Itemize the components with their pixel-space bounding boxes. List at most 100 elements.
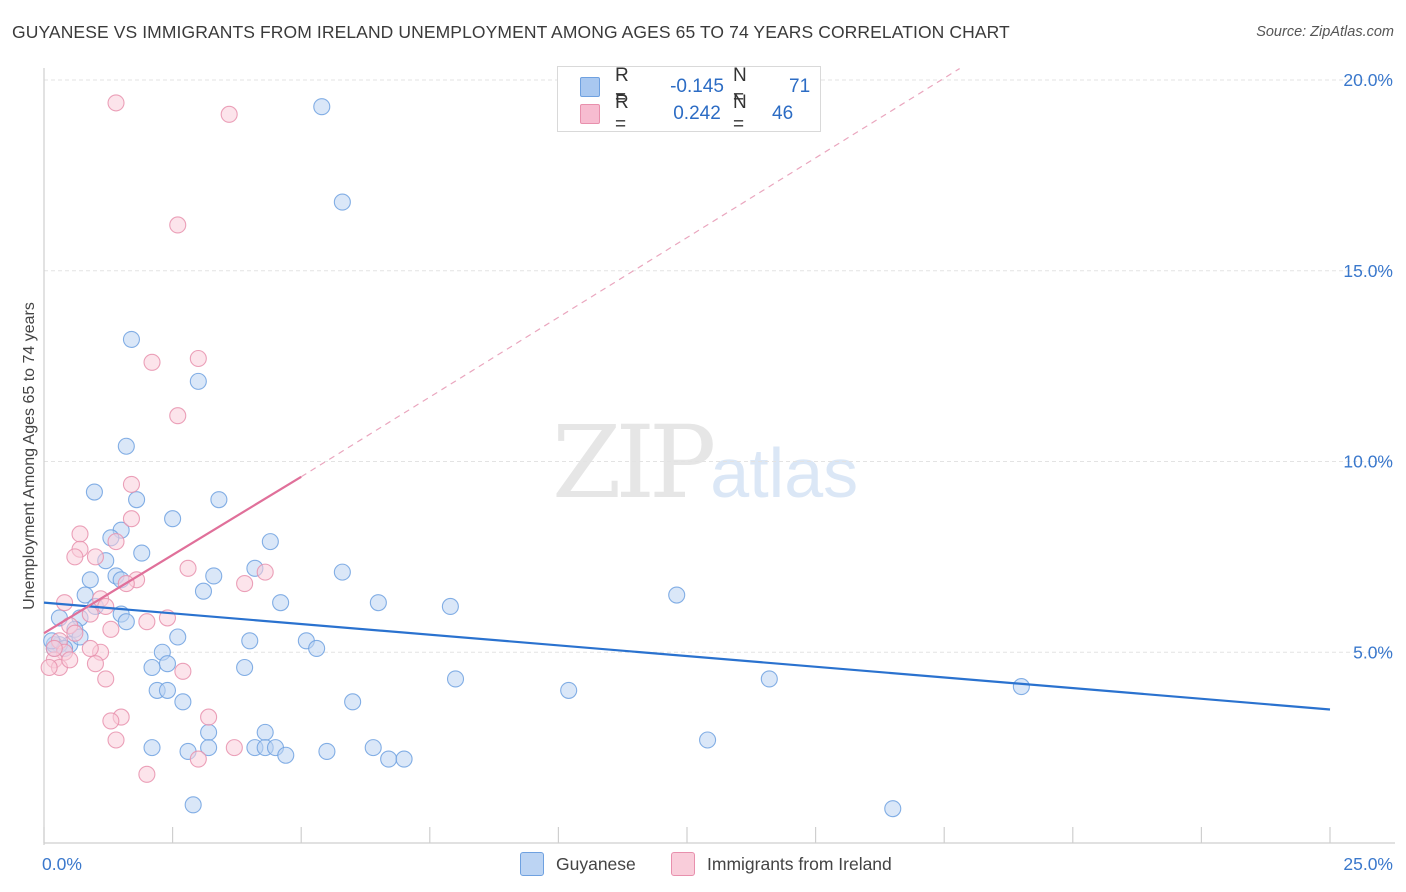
guyanese-point [446, 670, 465, 688]
x-tick-label: 25.0% [1343, 854, 1393, 874]
ireland-trend-line [43, 475, 302, 635]
ireland-point [102, 712, 120, 730]
ireland-point [86, 655, 104, 673]
guyanese-point [85, 483, 103, 501]
bottom-legend-label-ireland: Immigrants from Ireland [707, 853, 892, 874]
guyanese-point [143, 739, 161, 757]
legend-r-label: R = [615, 92, 629, 135]
ireland-point [107, 94, 125, 112]
y-axis-label: Unemployment Among Ages 65 to 74 years [21, 302, 38, 610]
y-tick-label: 15.0% [1343, 261, 1393, 281]
ireland-point [220, 105, 238, 123]
ireland-point [107, 731, 125, 749]
ireland-point [107, 533, 125, 551]
ireland-point [225, 739, 243, 757]
legend-n-label: N = [733, 92, 747, 135]
legend-n-label: N = [733, 65, 747, 108]
guyanese-point [133, 544, 151, 562]
guyanese-point [256, 723, 274, 741]
guyanese-point [364, 739, 382, 757]
guyanese-point [441, 597, 459, 616]
ireland-point [174, 662, 192, 680]
guyanese-point [81, 571, 99, 589]
legend-n-value: 71 [789, 76, 811, 97]
guyanese-point [200, 739, 218, 757]
guyanese-point [884, 800, 902, 818]
ireland-point [56, 594, 74, 612]
x-tick-label: 0.0% [42, 854, 82, 874]
ireland-point [189, 750, 207, 768]
legend-swatch-ireland [580, 104, 600, 124]
bottom-legend-swatch-ireland [671, 852, 695, 876]
ireland-point [81, 639, 99, 657]
guyanese-point [200, 723, 218, 741]
guyanese-point [1012, 678, 1030, 696]
source-label: Source: ZipAtlas.com [1256, 24, 1394, 40]
guyanese-point [261, 533, 279, 551]
guyanese-point [699, 731, 717, 749]
ireland-point [122, 510, 140, 528]
ireland-point [236, 575, 254, 593]
ireland-point [122, 475, 140, 493]
guyanese-point [668, 586, 686, 604]
legend-n-value: 46 [772, 103, 794, 124]
ireland-point [66, 624, 84, 642]
guyanese-point [333, 563, 351, 581]
guyanese-point [333, 193, 351, 211]
guyanese-point [143, 658, 161, 677]
y-tick-label: 10.0% [1343, 452, 1393, 472]
ireland-point [138, 613, 156, 631]
ireland-trend-extension [300, 68, 960, 478]
guyanese-point [128, 491, 146, 509]
ireland-point [179, 559, 197, 577]
ireland-point [189, 349, 207, 368]
guyanese-point [122, 330, 140, 348]
bottom-legend-ireland: Immigrants from Ireland [671, 851, 892, 877]
guyanese-point [277, 746, 295, 764]
ireland-point [45, 639, 63, 657]
ireland-point [102, 620, 120, 638]
guyanese-point [117, 437, 135, 455]
guyanese-point [236, 658, 254, 677]
guyanese-point [210, 491, 228, 509]
chart-title: GUYANESE VS IMMIGRANTS FROM IRELAND UNEM… [12, 22, 1010, 42]
legend-swatch-guyanese [580, 77, 600, 97]
guyanese-point [164, 510, 182, 528]
ireland-point [71, 525, 89, 543]
guyanese-point [158, 681, 177, 699]
y-tick-label: 20.0% [1343, 70, 1393, 90]
correlation-legend: R = -0.145 N = 71 R = 0.242 N = 46 [557, 65, 821, 135]
ireland-point [86, 548, 104, 566]
ireland-point [256, 563, 274, 581]
guyanese-point [560, 681, 578, 699]
ireland-point [66, 548, 84, 566]
guyanese-point [184, 796, 202, 814]
y-tick-label: 5.0% [1353, 642, 1393, 662]
guyanese-point [308, 639, 326, 657]
guyanese-point [369, 594, 387, 612]
ireland-point [61, 651, 79, 669]
bottom-legend-swatch-guyanese [520, 852, 544, 876]
ireland-point [97, 670, 115, 688]
guyanese-point [344, 693, 362, 711]
guyanese-point [380, 750, 398, 768]
ireland-point [138, 765, 156, 783]
bottom-legend-label-guyanese: Guyanese [556, 853, 636, 874]
watermark-zip: ZIP [552, 404, 716, 521]
legend-r-value: 0.242 [673, 103, 721, 124]
guyanese-point [313, 98, 331, 116]
ireland-point [143, 353, 161, 371]
guyanese-point [241, 632, 259, 650]
guyanese-trend-line [43, 601, 1331, 711]
legend-r-value: -0.145 [670, 76, 724, 97]
bottom-legend-guyanese: Guyanese [520, 851, 636, 877]
ireland-point [169, 216, 187, 234]
ireland-point [169, 407, 187, 425]
guyanese-point [117, 613, 135, 631]
watermark: ZIPatlas [552, 404, 858, 521]
guyanese-point [272, 594, 290, 612]
guyanese-point [395, 750, 413, 768]
guyanese-point [189, 372, 207, 390]
ireland-point [200, 708, 218, 726]
